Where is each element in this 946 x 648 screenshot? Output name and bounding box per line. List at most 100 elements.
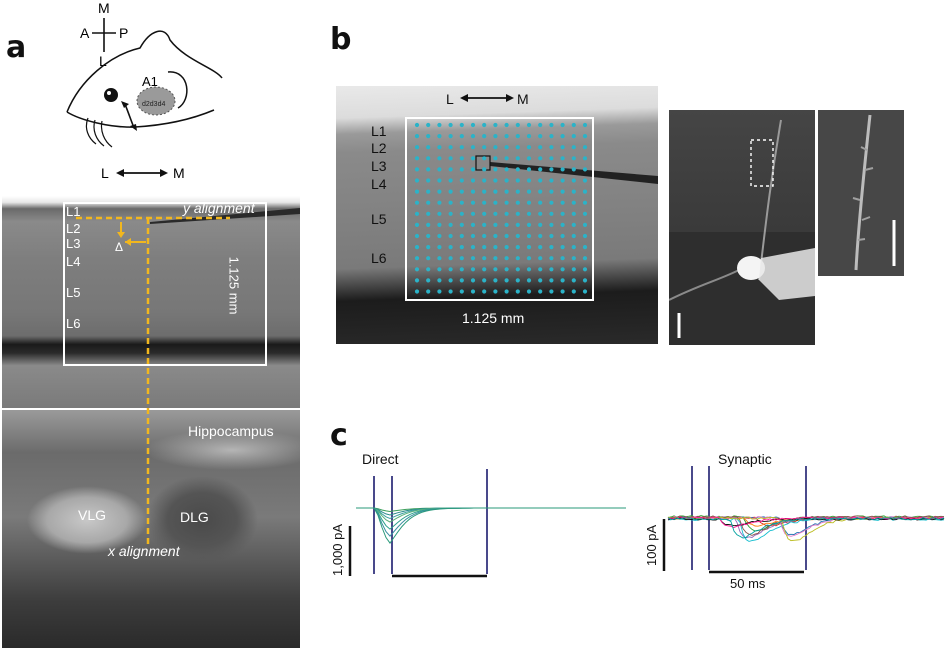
grid-dot — [582, 256, 588, 261]
grid-dot — [493, 189, 498, 194]
b-lm-left: L — [446, 91, 454, 107]
grid-dot — [538, 222, 543, 227]
grid-dot — [582, 245, 588, 250]
panel-a-overlay: Δ — [63, 202, 300, 545]
grid-dot — [515, 200, 520, 205]
dendrite-zoom-image — [818, 110, 904, 276]
grid-dot — [504, 211, 509, 216]
grid-dot — [493, 222, 498, 227]
grid-dot — [482, 145, 487, 150]
grid-dot — [414, 289, 420, 294]
lm-left: L — [101, 165, 109, 181]
grid-dot — [504, 167, 509, 172]
grid-dot — [493, 278, 498, 283]
vlg-label: VLG — [78, 507, 107, 523]
grid-dot — [459, 233, 464, 239]
grid-dot — [426, 145, 431, 150]
grid-dot — [493, 167, 498, 172]
grid-dot — [526, 145, 532, 150]
grid-dot — [448, 222, 453, 227]
grid-dot — [414, 189, 420, 194]
grid-dot — [526, 156, 532, 161]
grid-dot — [560, 267, 565, 272]
grid-dot — [582, 178, 588, 183]
grid-dot — [482, 245, 487, 250]
d2d3d4-label: d2d3d4 — [142, 101, 165, 108]
synaptic-scale-label: 100 pA — [644, 524, 659, 566]
grid-dot — [426, 245, 431, 250]
synaptic-trace — [667, 517, 945, 539]
grid-dot — [515, 189, 520, 194]
grid-dot — [437, 167, 442, 172]
grid-dot — [571, 178, 576, 183]
cortex-slice-image — [2, 196, 300, 408]
grid-dot — [515, 256, 520, 261]
grid-dot — [470, 211, 476, 216]
grid-dot — [549, 211, 554, 216]
grid-dot — [426, 278, 431, 283]
compass-l: L — [99, 53, 107, 69]
time-scale-label: 50 ms — [730, 576, 766, 591]
grid-dot — [526, 289, 532, 294]
grid-dot — [459, 156, 464, 161]
grid-dot — [470, 256, 476, 261]
b-layer-l4: L4 — [371, 176, 387, 192]
grid-dot — [526, 222, 532, 227]
grid-dot — [526, 200, 532, 205]
grid-dot — [549, 222, 554, 227]
grid-dot — [538, 278, 543, 283]
grid-dot — [459, 278, 464, 283]
grid-dot — [459, 211, 464, 216]
grid-dot — [448, 289, 453, 294]
synaptic-trace — [667, 516, 945, 528]
grid-dot — [582, 189, 588, 194]
grid-dot — [459, 189, 464, 194]
grid-dot — [526, 256, 532, 261]
grid-dot — [504, 156, 509, 161]
grid-dot — [538, 167, 543, 172]
panel-b-letter: b — [330, 22, 352, 57]
grid-dot — [504, 233, 509, 239]
grid-dot — [515, 122, 520, 128]
layer-l3-label: L3 — [66, 236, 81, 251]
b-layer-l1: L1 — [371, 123, 387, 139]
grid-dot — [526, 233, 532, 239]
grid-dot — [582, 233, 588, 239]
grid-dot — [493, 122, 498, 128]
grid-dot — [582, 134, 588, 139]
grid-dot — [504, 267, 509, 272]
layer-l4-label: L4 — [66, 254, 81, 269]
grid-dot — [582, 167, 588, 172]
panel-a-letter: a — [6, 30, 27, 65]
thalamus-slice-image — [2, 410, 300, 648]
grid-dot — [582, 200, 588, 205]
grid-dot — [470, 267, 476, 272]
grid-dot — [470, 122, 476, 128]
grid-dot — [470, 200, 476, 205]
hippocampus-label: Hippocampus — [188, 423, 274, 439]
direct-trace — [356, 507, 626, 537]
grid-dot — [549, 256, 554, 261]
grid-dot — [549, 289, 554, 294]
grid-dot — [448, 122, 453, 128]
grid-dot — [414, 222, 420, 227]
grid-dot — [437, 233, 442, 239]
b-layer-l5: L5 — [371, 211, 387, 227]
grid-dot — [571, 267, 576, 272]
grid-dot — [538, 267, 543, 272]
synaptic-title: Synaptic — [718, 451, 772, 467]
grid-dot — [426, 211, 431, 216]
grid-dot — [414, 200, 420, 205]
grid-dot — [414, 122, 420, 128]
grid-dot — [493, 245, 498, 250]
grid-dot — [538, 178, 543, 183]
grid-dot — [582, 289, 588, 294]
grid-dot — [571, 256, 576, 261]
grid-dot — [437, 200, 442, 205]
grid-dot — [515, 211, 520, 216]
grid-dot — [560, 156, 565, 161]
grid-dot — [493, 145, 498, 150]
grid-dot — [560, 189, 565, 194]
grid-dot — [437, 222, 442, 227]
grid-dot — [482, 178, 487, 183]
